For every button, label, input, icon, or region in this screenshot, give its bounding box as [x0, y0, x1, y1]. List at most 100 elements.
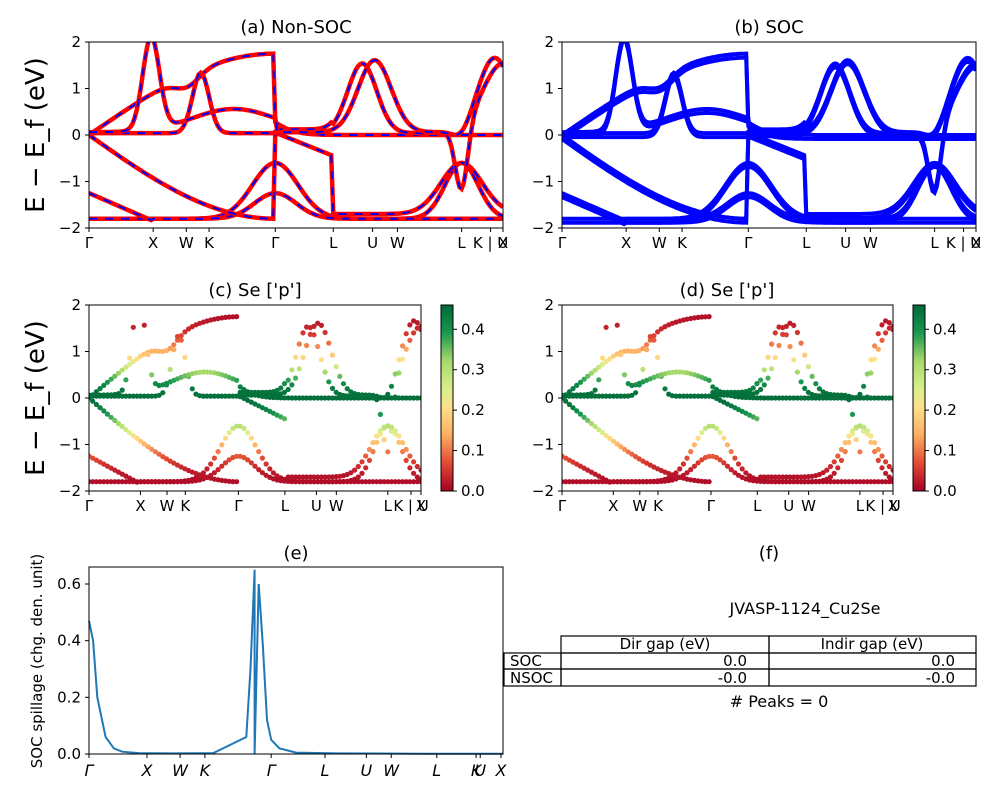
band-point	[97, 386, 103, 392]
band-point	[119, 424, 125, 430]
band-point	[614, 322, 620, 328]
band-point	[156, 451, 162, 457]
band-point	[127, 393, 133, 399]
band-ylabel-top: E − E_f (eV)	[21, 57, 51, 213]
band-point	[377, 428, 383, 434]
band-point	[104, 379, 110, 385]
band-point	[614, 441, 620, 447]
ytick-label: −1	[59, 173, 81, 191]
band-point	[259, 455, 265, 461]
band-point	[248, 460, 254, 466]
band-point	[171, 342, 177, 348]
band-point	[890, 395, 893, 401]
band-line-0-red	[89, 160, 503, 221]
band-point	[318, 479, 324, 485]
band-point	[713, 425, 720, 431]
band-point	[370, 440, 376, 446]
band-point	[211, 470, 217, 476]
band-point	[596, 479, 602, 485]
xtick-label: K | U	[393, 497, 428, 515]
band-point	[724, 392, 731, 398]
band-point	[293, 375, 299, 381]
band-point	[864, 394, 870, 400]
xtick-label: Γ	[558, 497, 567, 515]
bands	[89, 42, 503, 223]
band-point	[824, 479, 830, 485]
xtick-label: X	[148, 234, 158, 252]
band-point	[868, 479, 874, 485]
band-point	[706, 314, 712, 320]
band-point	[754, 478, 760, 484]
band-point	[592, 393, 598, 399]
band-point	[772, 354, 778, 361]
ytick-label: 0	[71, 126, 81, 144]
band-point	[875, 331, 881, 337]
band-point	[853, 437, 859, 443]
xtick-label: L	[802, 234, 811, 252]
band-point	[134, 393, 140, 399]
band-point	[621, 348, 628, 354]
xtick-label: Γ	[85, 234, 94, 252]
band-point	[794, 329, 801, 336]
band-point	[248, 392, 254, 398]
band-point	[123, 364, 129, 370]
band-point	[879, 479, 885, 485]
band-point	[293, 395, 299, 401]
band-point	[849, 411, 856, 417]
band-point	[200, 369, 206, 375]
ytick-label: 1	[544, 80, 554, 98]
xtick-label: Γ	[707, 497, 716, 515]
band-point	[388, 383, 395, 389]
band-point	[816, 393, 823, 399]
colorbar-ticks: 0.0 0.0 0.1 0.1 0.2 0.2 0.3 0.3 0.4 0.4	[453, 320, 957, 500]
colorbar-tick-label: 0.2	[461, 401, 485, 419]
band-point	[875, 446, 881, 453]
band-point	[400, 395, 406, 401]
band-point	[721, 460, 727, 466]
band-point	[119, 387, 125, 393]
band-point	[688, 467, 694, 473]
band-point	[691, 393, 698, 399]
band-point	[307, 395, 313, 401]
band-point	[776, 342, 782, 349]
band-point	[574, 408, 580, 414]
xtick-label: U	[840, 234, 851, 252]
band-point	[651, 479, 657, 485]
band-point	[381, 395, 387, 401]
band-line-1-red	[89, 190, 503, 223]
ytick-label: −1	[532, 173, 554, 191]
band-point	[588, 391, 595, 397]
ytick-label: 0.2	[57, 688, 81, 706]
band-point	[728, 467, 734, 473]
xtick-label: L	[321, 761, 330, 780]
band-point	[329, 395, 336, 401]
xtick-label: L	[930, 234, 939, 252]
band-point	[197, 369, 203, 375]
band-point	[348, 393, 354, 399]
xtick-label: K | U	[946, 234, 981, 252]
band-point	[629, 451, 635, 457]
panel-f-title: (f)	[759, 543, 779, 564]
band-point	[588, 370, 595, 376]
band-point	[732, 392, 738, 398]
band-point	[352, 467, 358, 473]
band-point	[695, 460, 701, 466]
band-point	[750, 385, 756, 391]
xtick-label: L	[432, 761, 441, 780]
band-point	[577, 411, 584, 417]
band-line-5-red	[89, 42, 503, 138]
band-point	[794, 369, 801, 375]
band-point	[149, 348, 155, 354]
band-point	[171, 347, 177, 353]
xtick-label: X	[888, 497, 898, 515]
band-point	[592, 424, 598, 430]
band-point	[392, 394, 398, 400]
band-point	[610, 479, 617, 485]
band-point	[141, 393, 147, 399]
band-point	[603, 393, 609, 399]
band-point	[585, 373, 591, 379]
band-point	[879, 337, 885, 343]
band-point	[621, 372, 628, 378]
colorbar-tick-label: 0.4	[933, 320, 957, 338]
